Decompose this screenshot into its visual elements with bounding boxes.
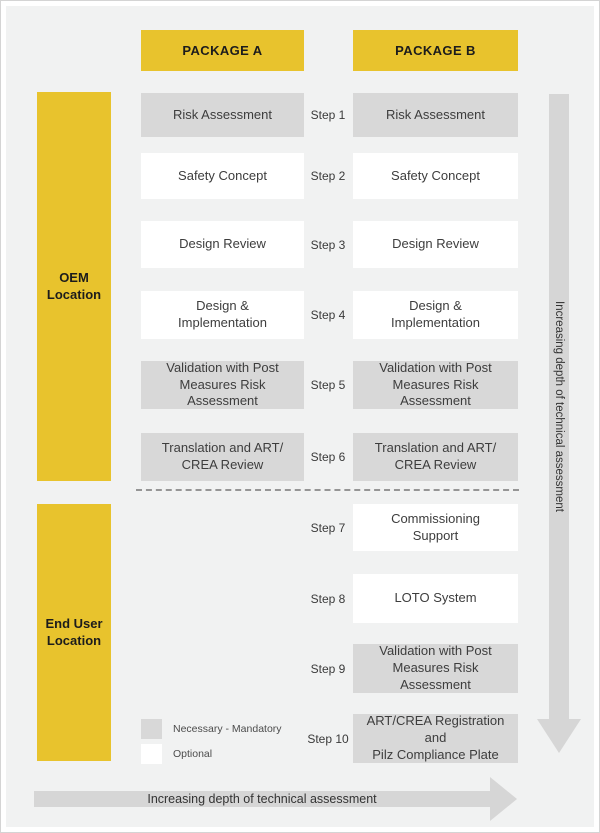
oem-location-band: OEM Location: [37, 92, 111, 481]
step-4-package-a-box: Design & Implementation: [141, 291, 304, 339]
step-1-package-b-box: Risk Assessment: [353, 93, 518, 137]
vertical-depth-arrow-label: Increasing depth of technical assessment: [553, 301, 565, 512]
vertical-depth-arrow-head-icon: [537, 719, 581, 753]
horizontal-depth-arrow-shaft: [34, 791, 490, 807]
step-10-label: Step 10: [307, 731, 349, 746]
step-4-package-b-box: Design & Implementation: [353, 291, 518, 339]
step-7-label: Step 7: [310, 520, 346, 535]
step-5-label: Step 5: [310, 378, 346, 392]
step-1-label: Step 1: [310, 108, 346, 122]
horizontal-depth-arrow-label: Increasing depth of technical assessment: [147, 792, 377, 806]
step-2-label: Step 2: [310, 169, 346, 183]
vertical-depth-arrow-shaft: [549, 94, 569, 719]
step-6-package-a-box: Translation and ART/ CREA Review: [141, 433, 304, 481]
step-8-label: Step 8: [310, 591, 346, 606]
legend-mandatory-swatch: [141, 719, 162, 739]
end-user-location-band: End User Location: [37, 504, 111, 761]
oem-enduser-dashed-separator: [136, 489, 519, 491]
step-2-package-b-box: Safety Concept: [353, 153, 518, 199]
process-diagram: PACKAGE A PACKAGE B OEM Location End Use…: [6, 6, 594, 827]
step-6-package-b-box: Translation and ART/ CREA Review: [353, 433, 518, 481]
step-3-label: Step 3: [310, 237, 346, 252]
legend-optional-swatch: [141, 744, 162, 764]
step-5-package-a-box: Validation with Post Measures Risk Asses…: [141, 360, 304, 409]
legend-optional-label: Optional: [173, 748, 213, 760]
step-6-label: Step 6: [310, 450, 346, 464]
package-b-header: PACKAGE B: [353, 30, 518, 71]
step-1-package-a-box: Risk Assessment: [141, 93, 304, 137]
step-4-label: Step 4: [310, 308, 346, 322]
step-5-package-b-box: Validation with Post Measures Risk Asses…: [353, 360, 518, 409]
package-a-header: PACKAGE A: [141, 30, 304, 71]
step-9-package-b-box: Validation with Post Measures Risk Asses…: [353, 643, 518, 693]
step-7-package-b-box: Commissioning Support: [353, 504, 518, 551]
step-3-package-b-box: Design Review: [353, 221, 518, 268]
step-9-label: Step 9: [310, 661, 346, 676]
step-10-package-b-box: ART/CREA Registration and Pilz Complianc…: [353, 713, 518, 763]
legend-mandatory-label: Necessary - Mandatory: [173, 723, 282, 735]
step-8-package-b-box: LOTO System: [353, 574, 518, 623]
horizontal-depth-arrow-head-icon: [490, 777, 517, 821]
step-2-package-a-box: Safety Concept: [141, 153, 304, 199]
step-3-package-a-box: Design Review: [141, 221, 304, 268]
